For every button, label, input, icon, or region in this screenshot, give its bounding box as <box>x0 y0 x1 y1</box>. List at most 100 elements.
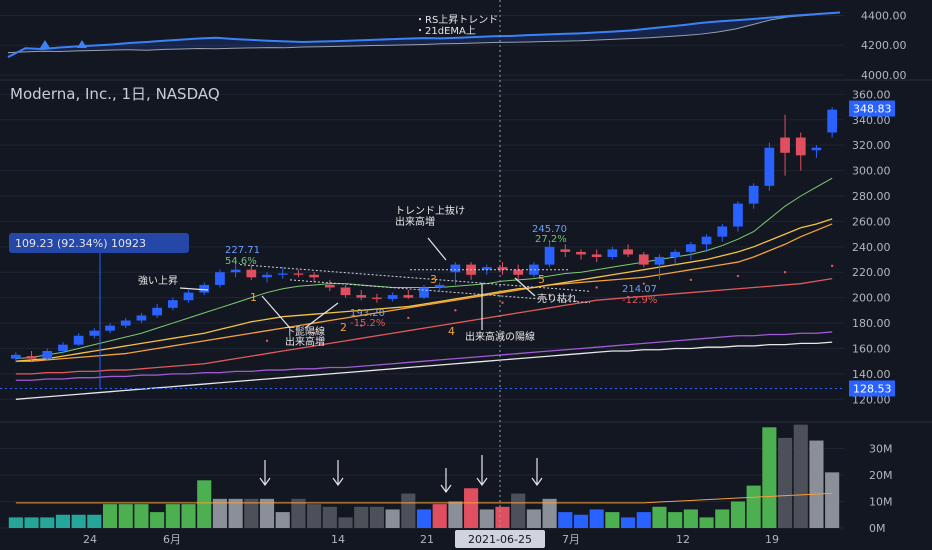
candle[interactable] <box>120 317 131 329</box>
volume-bar[interactable] <box>432 504 447 528</box>
candle[interactable] <box>434 282 445 292</box>
candle[interactable] <box>607 246 618 260</box>
volume-bar[interactable] <box>416 509 432 528</box>
candle[interactable] <box>795 132 806 171</box>
volume-bar[interactable] <box>495 506 510 528</box>
volume-bar[interactable] <box>699 517 714 528</box>
volume-bar[interactable] <box>479 509 494 528</box>
candle[interactable] <box>42 348 53 360</box>
candle[interactable] <box>419 284 429 299</box>
volume-bar[interactable] <box>181 504 196 528</box>
candle[interactable] <box>403 290 414 299</box>
volume-bar[interactable] <box>621 517 636 528</box>
volume-bar[interactable] <box>777 437 793 528</box>
candle[interactable] <box>811 145 822 158</box>
candle[interactable] <box>293 269 304 278</box>
candle[interactable] <box>136 312 147 324</box>
volume-bar[interactable] <box>275 512 290 528</box>
volume-bar[interactable] <box>322 506 337 528</box>
volume-bar[interactable] <box>40 517 55 528</box>
volume-bar[interactable] <box>825 472 840 528</box>
volume-bar[interactable] <box>715 509 730 528</box>
candle[interactable] <box>10 352 21 363</box>
volume-bar[interactable] <box>573 514 589 528</box>
volume-bar[interactable] <box>793 424 808 528</box>
volume-bar[interactable] <box>102 504 118 528</box>
candle[interactable] <box>58 342 68 354</box>
candle[interactable] <box>780 114 790 176</box>
volume-bar[interactable] <box>809 440 824 528</box>
candle[interactable] <box>560 244 571 257</box>
candle[interactable] <box>544 240 555 268</box>
candle[interactable] <box>105 323 115 334</box>
volume-bar[interactable] <box>134 504 149 528</box>
candle[interactable] <box>246 264 257 280</box>
volume-bar[interactable] <box>118 504 133 528</box>
candle[interactable] <box>183 290 194 303</box>
candle[interactable] <box>717 223 728 242</box>
candle[interactable] <box>372 293 382 303</box>
candle[interactable] <box>167 297 178 311</box>
volume-bar[interactable] <box>150 512 165 528</box>
volume-bar[interactable] <box>589 509 604 528</box>
volume-bar[interactable] <box>259 498 275 528</box>
volume-bar[interactable] <box>244 498 259 528</box>
volume-bar[interactable] <box>212 498 227 528</box>
candle[interactable] <box>686 241 696 260</box>
candle[interactable] <box>764 142 775 191</box>
candle[interactable] <box>356 290 367 301</box>
volume-bar[interactable] <box>526 509 541 528</box>
volume-bar[interactable] <box>71 514 86 528</box>
volume-bar[interactable] <box>464 488 479 528</box>
volume-bar[interactable] <box>636 512 651 528</box>
volume-bar[interactable] <box>542 498 557 528</box>
candle[interactable] <box>670 249 681 265</box>
candle[interactable] <box>733 201 743 232</box>
candle[interactable] <box>638 251 649 268</box>
candle[interactable] <box>309 272 319 283</box>
candle[interactable] <box>199 282 210 296</box>
volume-bar[interactable] <box>354 506 369 528</box>
candle[interactable] <box>513 264 524 280</box>
candle[interactable] <box>324 279 335 292</box>
candle[interactable] <box>701 234 712 252</box>
candle[interactable] <box>340 284 351 298</box>
candle[interactable] <box>26 351 37 362</box>
volume-bar[interactable] <box>291 498 306 528</box>
volume-bar[interactable] <box>730 501 746 529</box>
volume-bar[interactable] <box>24 517 39 528</box>
candle[interactable] <box>230 262 241 278</box>
volume-bar[interactable] <box>668 512 683 528</box>
candle[interactable] <box>277 267 288 279</box>
candle[interactable] <box>387 292 398 302</box>
candle[interactable] <box>576 249 586 260</box>
volume-bar[interactable] <box>197 480 212 528</box>
volume-bar[interactable] <box>511 493 526 528</box>
volume-bar[interactable] <box>746 485 761 528</box>
volume-bar[interactable] <box>605 512 620 528</box>
volume-bar[interactable] <box>683 509 698 528</box>
volume-bar[interactable] <box>558 512 573 528</box>
volume-bar[interactable] <box>369 506 384 528</box>
candle[interactable] <box>89 328 100 339</box>
candle[interactable] <box>654 254 665 280</box>
volume-bar[interactable] <box>652 506 667 528</box>
volume-bar[interactable] <box>401 493 416 528</box>
volume-bar[interactable] <box>165 504 180 528</box>
volume-bar[interactable] <box>385 509 400 528</box>
volume-bar[interactable] <box>307 504 322 528</box>
volume-bar[interactable] <box>338 517 353 528</box>
candle[interactable] <box>529 262 539 278</box>
candle[interactable] <box>215 269 225 288</box>
volume-bar[interactable] <box>55 514 71 528</box>
volume-bar[interactable] <box>448 501 463 529</box>
volume-bar[interactable] <box>762 427 777 528</box>
candle[interactable] <box>73 333 84 346</box>
candle[interactable] <box>623 244 633 257</box>
volume-bar[interactable] <box>228 498 243 528</box>
volume-bar[interactable] <box>8 517 23 528</box>
candle[interactable] <box>827 107 838 138</box>
candle[interactable] <box>591 249 602 263</box>
candle[interactable] <box>262 272 272 283</box>
